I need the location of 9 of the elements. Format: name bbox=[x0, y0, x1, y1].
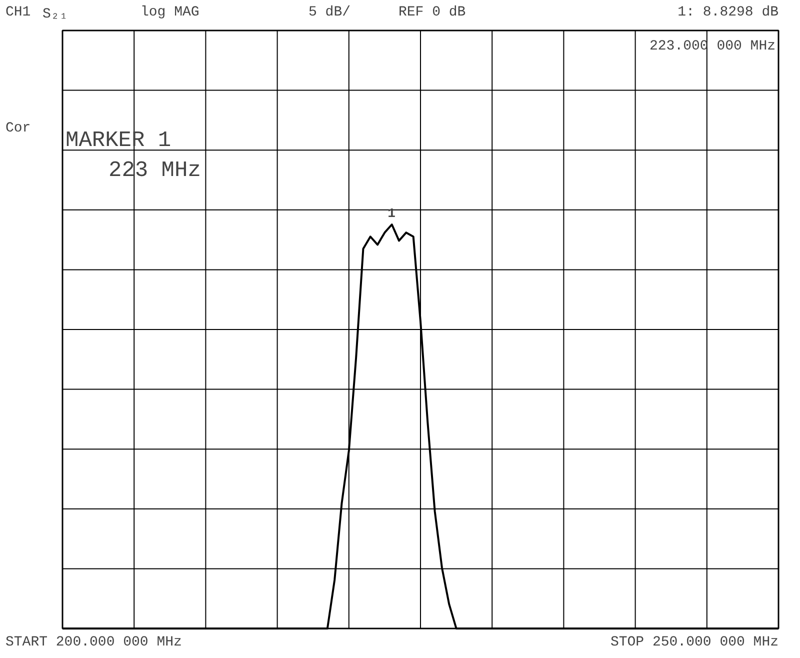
text: STOP 250.000 000 MHz bbox=[610, 634, 779, 650]
text: 1: 8.8298 dB bbox=[678, 4, 779, 20]
text: Cor bbox=[6, 120, 31, 136]
text: CH1 bbox=[6, 4, 31, 20]
text: START 200.000 000 MHz bbox=[6, 634, 182, 650]
text: REF 0 dB bbox=[398, 4, 466, 20]
text: S₂₁ bbox=[42, 6, 68, 22]
text: log MAG bbox=[140, 4, 200, 20]
text: 5 dB/ bbox=[308, 4, 351, 20]
